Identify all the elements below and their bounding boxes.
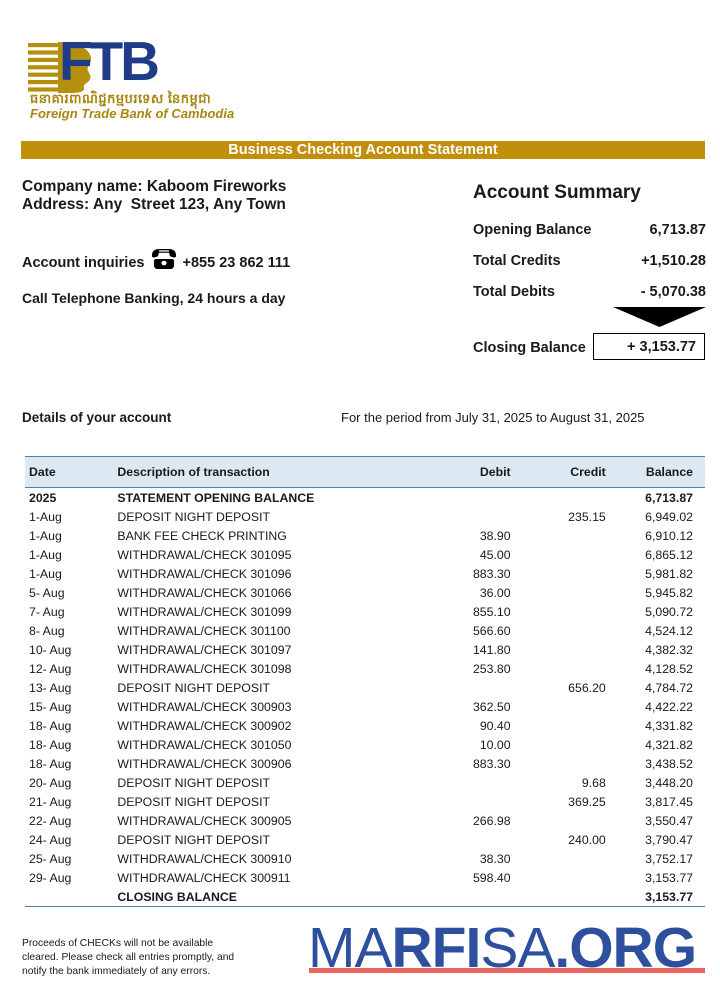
svg-text:FTB: FTB — [59, 42, 158, 92]
